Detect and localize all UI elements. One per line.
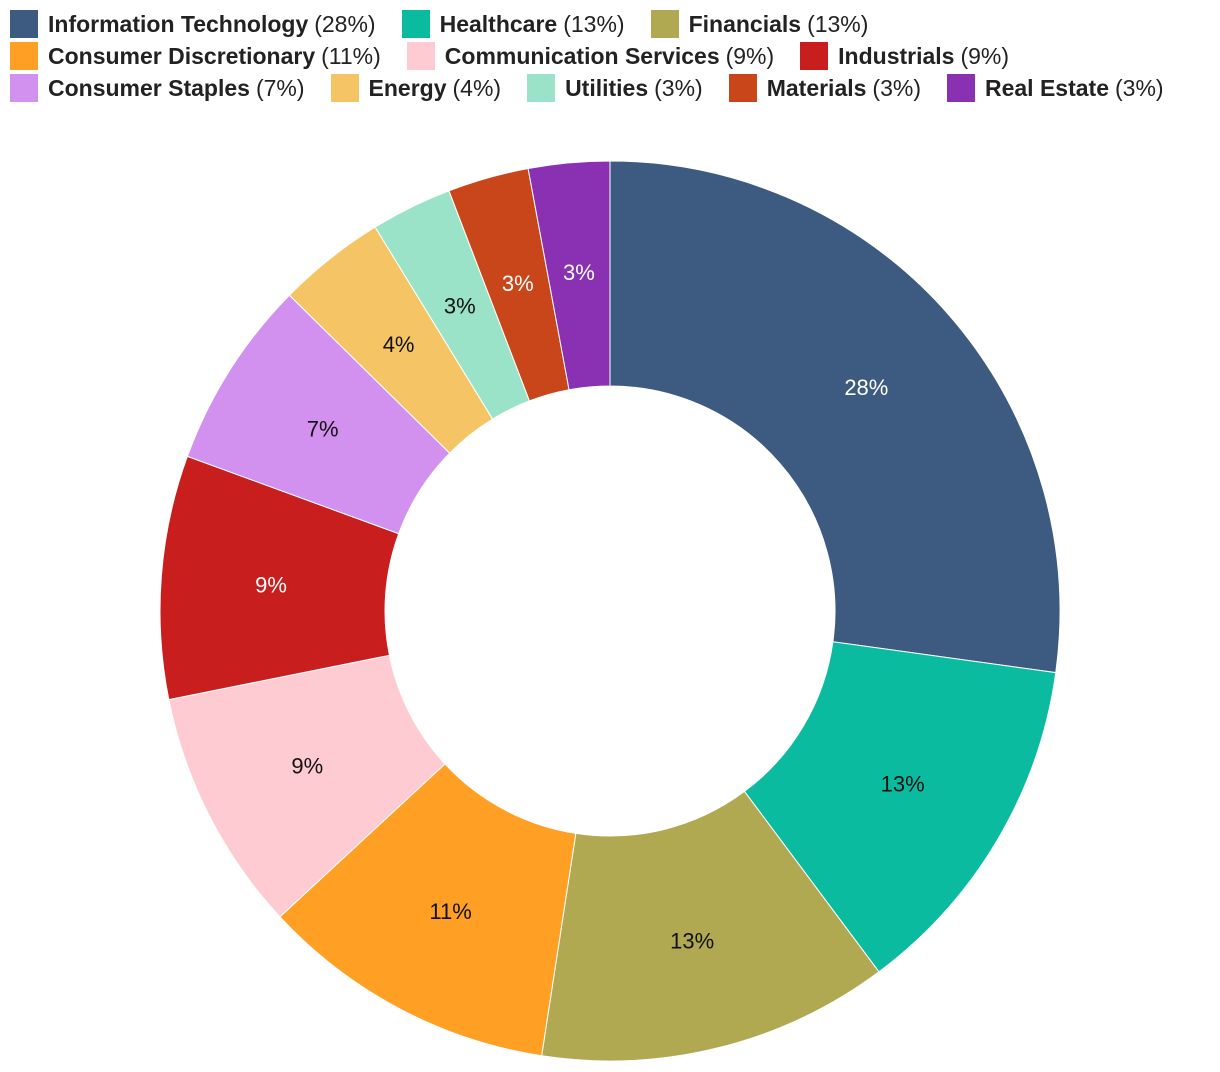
- legend-label: Healthcare: [439, 10, 558, 37]
- legend-swatch: [800, 42, 829, 70]
- slice-label-healthcare: 13%: [881, 771, 925, 796]
- legend-item-information-technology[interactable]: Information Technology (28%): [10, 10, 376, 38]
- legend-percent: (9%): [960, 42, 1010, 69]
- legend-percent: (3%): [872, 74, 921, 101]
- donut-slice-real-estate[interactable]: [527, 160, 611, 391]
- slice-label-consumer-staples: 7%: [307, 417, 339, 442]
- legend-item-real-estate[interactable]: Real Estate (3%): [946, 74, 1164, 102]
- legend-item-industrials[interactable]: Industrials (9%): [800, 42, 1009, 70]
- legend-label: Financials: [688, 10, 802, 37]
- legend-item-financials[interactable]: Financials (13%): [650, 10, 869, 38]
- donut-slice-information-technology[interactable]: [609, 160, 1061, 674]
- slice-label-consumer-discretionary: 11%: [429, 899, 471, 924]
- legend-swatch: [946, 74, 975, 102]
- slice-label-industrials: 9%: [255, 573, 287, 598]
- legend-percent: (13%): [807, 10, 869, 37]
- legend-percent: (9%): [725, 42, 775, 69]
- legend-percent: (4%): [452, 74, 502, 101]
- legend-percent: (13%): [563, 10, 625, 37]
- donut-slice-healthcare[interactable]: [743, 641, 1057, 973]
- legend-item-communication-services[interactable]: Communication Services (9%): [406, 42, 775, 70]
- chart-legend: Information Technology (28%) Healthcare …: [10, 8, 1210, 104]
- legend-label: Real Estate: [984, 74, 1109, 101]
- legend-item-utilities[interactable]: Utilities (3%): [527, 74, 703, 102]
- legend-label: Consumer Staples: [48, 74, 250, 101]
- legend-item-consumer-staples[interactable]: Consumer Staples (7%): [10, 74, 305, 102]
- legend-swatch: [330, 74, 359, 102]
- legend-swatch: [10, 10, 38, 38]
- legend-percent: (11%): [321, 42, 381, 69]
- legend-swatch: [728, 74, 757, 102]
- legend-row: Consumer Staples (7%) Energy (4%) Utilit…: [10, 72, 1210, 104]
- legend-item-healthcare[interactable]: Healthcare (13%): [401, 10, 625, 38]
- legend-label: Utilities: [565, 74, 649, 101]
- legend-percent: (28%): [314, 10, 376, 37]
- legend-swatch: [527, 74, 556, 102]
- legend-row: Information Technology (28%) Healthcare …: [10, 8, 1210, 40]
- legend-label: Materials: [766, 74, 867, 101]
- legend-percent: (7%): [255, 74, 305, 101]
- slice-label-communication-services: 9%: [291, 753, 323, 778]
- legend-percent: (3%): [654, 74, 703, 101]
- legend-item-energy[interactable]: Energy (4%): [330, 74, 502, 102]
- slice-label-materials: 3%: [502, 271, 534, 296]
- legend-label: Industrials: [838, 42, 955, 69]
- legend-percent: (3%): [1115, 74, 1164, 101]
- donut-slice-consumer-discretionary[interactable]: [279, 763, 577, 1057]
- slice-label-real-estate: 3%: [563, 260, 595, 285]
- legend-swatch: [650, 10, 679, 38]
- legend-item-consumer-discretionary[interactable]: Consumer Discretionary (11%): [10, 42, 381, 70]
- legend-label: Communication Services: [444, 42, 720, 69]
- legend-swatch: [406, 42, 435, 70]
- slice-label-energy: 4%: [383, 332, 415, 357]
- legend-item-materials[interactable]: Materials (3%): [728, 74, 921, 102]
- legend-swatch: [10, 74, 38, 102]
- slice-label-utilities: 3%: [444, 293, 476, 318]
- slice-label-financials: 13%: [670, 928, 714, 953]
- legend-row: Consumer Discretionary (11%) Communicati…: [10, 40, 1210, 72]
- donut-slice-financials[interactable]: [541, 790, 880, 1062]
- slice-label-information-technology: 28%: [844, 375, 888, 400]
- legend-swatch: [10, 42, 38, 70]
- legend-label: Consumer Discretionary: [48, 42, 316, 69]
- legend-label: Information Technology: [48, 10, 309, 37]
- legend-swatch: [401, 10, 430, 38]
- legend-label: Energy: [368, 74, 447, 101]
